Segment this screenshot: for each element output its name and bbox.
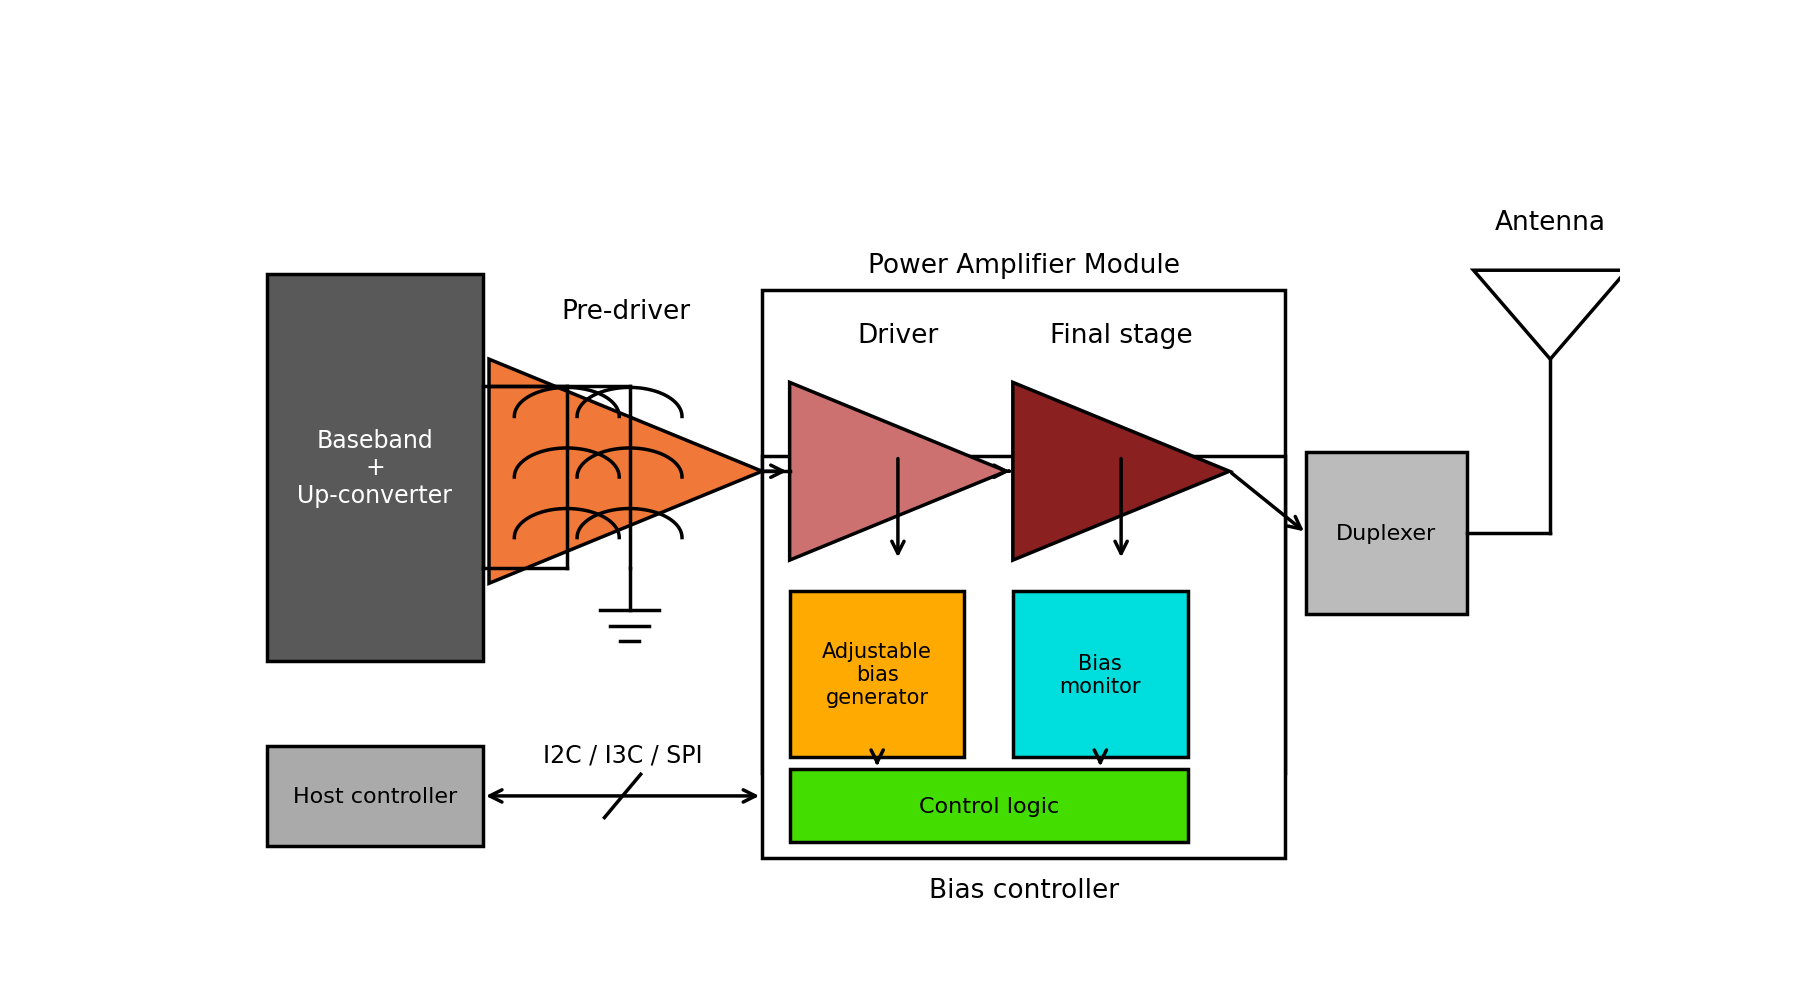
Text: Bias controller: Bias controller xyxy=(929,878,1120,903)
Text: Control logic: Control logic xyxy=(918,795,1058,815)
Polygon shape xyxy=(1474,271,1627,360)
Text: Pre-driver: Pre-driver xyxy=(562,299,689,325)
Polygon shape xyxy=(1013,383,1229,561)
Bar xyxy=(761,290,1285,773)
Bar xyxy=(790,769,1188,843)
Text: Adjustable
bias
generator: Adjustable bias generator xyxy=(823,641,932,708)
Text: Host controller: Host controller xyxy=(293,786,457,806)
Bar xyxy=(266,275,482,661)
Bar xyxy=(761,456,1285,858)
Text: Antenna: Antenna xyxy=(1494,211,1606,236)
Bar xyxy=(790,592,965,757)
Text: Driver: Driver xyxy=(857,322,938,348)
Text: Power Amplifier Module: Power Amplifier Module xyxy=(868,253,1179,279)
Text: Baseband
+
Up-converter: Baseband + Up-converter xyxy=(297,428,452,508)
Text: I2C / I3C / SPI: I2C / I3C / SPI xyxy=(544,743,702,766)
Text: Final stage: Final stage xyxy=(1049,322,1192,348)
Bar xyxy=(266,746,482,847)
Text: Duplexer: Duplexer xyxy=(1336,524,1436,544)
Bar xyxy=(1013,592,1188,757)
Bar xyxy=(1307,452,1467,615)
Polygon shape xyxy=(490,360,761,584)
Polygon shape xyxy=(790,383,1006,561)
Text: Bias
monitor: Bias monitor xyxy=(1060,653,1141,696)
